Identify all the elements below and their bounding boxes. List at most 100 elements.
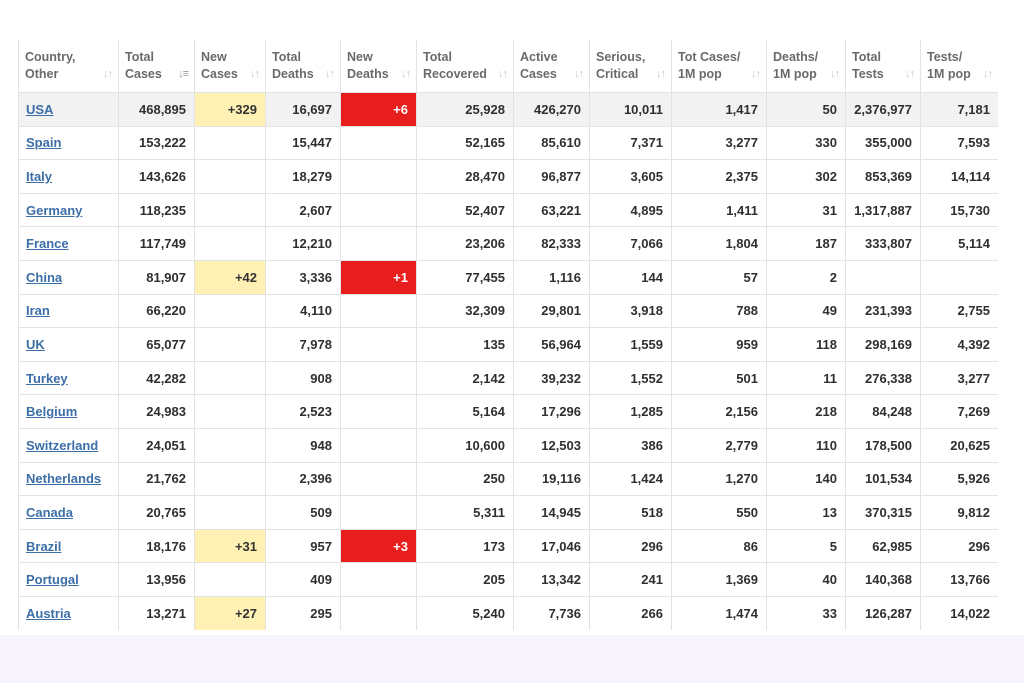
column-header-active-cases[interactable]: Active Cases ↓↑ — [513, 40, 590, 93]
country-link[interactable]: Germany — [26, 202, 83, 218]
cell-total-tests: 84,248 — [845, 394, 921, 429]
header-label-line1: Total — [852, 50, 881, 64]
cell-new-deaths — [340, 461, 417, 497]
header-label-line1: Serious, — [596, 50, 646, 64]
cell-tot-cases-per-1m: 57 — [671, 259, 767, 295]
sort-icon[interactable]: ↓↑ — [250, 68, 260, 80]
column-header-label: Total Deaths — [272, 49, 334, 83]
table-row[interactable]: Spain 153,222 15,447 52,165 85,610 7,371 3,277… — [18, 125, 998, 161]
column-header-tot-cases-per-1m[interactable]: Tot Cases/1M pop ↓↑ — [671, 40, 767, 93]
cell-tests-per-1m: 20,625 — [920, 427, 998, 463]
cell-tests-per-1m: 7,181 — [920, 92, 998, 127]
cell-tot-cases-per-1m: 86 — [671, 528, 767, 564]
table-row[interactable]: Switzerland 24,051 948 10,600 12,503 386 2,779… — [18, 427, 998, 463]
header-label-line1: New — [201, 50, 227, 64]
cell-tot-cases-per-1m: 959 — [671, 327, 767, 362]
sort-icon[interactable]: ↓↑ — [656, 68, 666, 80]
cell-country: Turkey — [18, 360, 119, 396]
cell-new-cases — [194, 125, 266, 161]
table-row[interactable]: Brazil 18,176 +31 957 +3 173 17,046 296 86 5 62,98… — [18, 528, 998, 564]
cell-total-cases: 153,222 — [118, 125, 195, 161]
cell-new-deaths — [340, 595, 417, 630]
cell-total-deaths: 948 — [265, 427, 341, 463]
sort-icon[interactable]: ↓↑ — [751, 68, 761, 80]
sort-icon[interactable]: ↓↑ — [983, 68, 993, 80]
country-link[interactable]: Netherlands — [26, 471, 102, 487]
country-link[interactable]: Italy — [26, 168, 53, 184]
column-header-new-cases[interactable]: New Cases ↓↑ — [194, 40, 266, 93]
cell-total-recovered: 250 — [416, 461, 514, 497]
cell-active-cases: 19,116 — [513, 461, 590, 497]
cell-serious-critical: 1,559 — [589, 327, 672, 362]
country-link[interactable]: China — [26, 269, 63, 285]
sort-icon[interactable]: ↓↑ — [325, 68, 335, 80]
country-link[interactable]: Belgium — [26, 404, 78, 420]
cell-tests-per-1m: 2,755 — [920, 293, 998, 329]
country-link[interactable]: Turkey — [26, 370, 68, 386]
table-row[interactable]: USA 468,895 +329 16,697 +6 25,928 426,270 10,01… — [18, 92, 998, 127]
cell-total-recovered: 2,142 — [416, 360, 514, 396]
table-row[interactable]: China 81,907 +42 3,336 +1 77,455 1,116 144 57 2 — [18, 259, 998, 295]
column-header-serious-critical[interactable]: Serious, Critical ↓↑ — [589, 40, 672, 93]
column-header-total-tests[interactable]: Total Tests ↓↑ — [845, 40, 921, 93]
cell-country: China — [18, 259, 119, 295]
column-header-country[interactable]: Country, Other ↓↑ — [18, 40, 119, 93]
cell-tot-cases-per-1m: 2,156 — [671, 394, 767, 429]
country-link[interactable]: Austria — [26, 605, 71, 621]
sort-icon[interactable]: ↓↑ — [498, 68, 508, 80]
column-header-total-cases[interactable]: Total Cases ↓≡ — [118, 40, 195, 93]
cell-total-recovered: 5,240 — [416, 595, 514, 630]
cell-new-cases — [194, 394, 266, 429]
country-link[interactable]: Canada — [26, 504, 73, 520]
table-row[interactable]: Canada 20,765 509 5,311 14,945 518 550 13 370,31… — [18, 495, 998, 530]
country-link[interactable]: UK — [26, 336, 45, 352]
country-link[interactable]: Brazil — [26, 538, 62, 554]
sort-icon[interactable]: ↓↑ — [830, 68, 840, 80]
table-row[interactable]: Iran 66,220 4,110 32,309 29,801 3,918 788 49 231… — [18, 293, 998, 329]
sort-icon[interactable]: ↓↑ — [103, 68, 113, 80]
column-header-deaths-per-1m[interactable]: Deaths/1M pop ↓↑ — [766, 40, 846, 93]
cell-deaths-per-1m: 31 — [766, 192, 846, 228]
header-label-line1: Total — [125, 50, 154, 64]
cell-total-cases: 65,077 — [118, 327, 195, 362]
cell-deaths-per-1m: 2 — [766, 259, 846, 295]
cell-serious-critical: 386 — [589, 427, 672, 463]
table-row[interactable]: Germany 118,235 2,607 52,407 63,221 4,895 1,41… — [18, 192, 998, 228]
country-link[interactable]: Iran — [26, 303, 50, 319]
table-row[interactable]: Belgium 24,983 2,523 5,164 17,296 1,285 2,156 2… — [18, 394, 998, 429]
column-header-tests-per-1m[interactable]: Tests/1M pop ↓↑ — [920, 40, 998, 93]
sort-icon[interactable]: ↓↑ — [905, 68, 915, 80]
table-row[interactable]: Italy 143,626 18,279 28,470 96,877 3,605 2,375… — [18, 159, 998, 194]
country-link[interactable]: Switzerland — [26, 437, 99, 453]
cell-active-cases: 85,610 — [513, 125, 590, 161]
cell-total-recovered: 32,309 — [416, 293, 514, 329]
table-row[interactable]: France 117,749 12,210 23,206 82,333 7,066 1,80… — [18, 226, 998, 261]
country-link[interactable]: USA — [26, 101, 54, 117]
column-header-total-recovered[interactable]: Total Recovered ↓↑ — [416, 40, 514, 93]
cell-country: Portugal — [18, 562, 119, 597]
table-row[interactable]: Turkey 42,282 908 2,142 39,232 1,552 501 11 276,… — [18, 360, 998, 396]
table-row[interactable]: Portugal 13,956 409 205 13,342 241 1,369 40 140,… — [18, 562, 998, 597]
table-row[interactable]: Austria 13,271 +27 295 5,240 7,736 266 1,474 33 1… — [18, 595, 998, 630]
cell-new-cases: +27 — [194, 595, 266, 630]
cell-new-deaths — [340, 125, 417, 161]
cell-total-recovered: 10,600 — [416, 427, 514, 463]
column-header-total-deaths[interactable]: Total Deaths ↓↑ — [265, 40, 341, 93]
cell-total-recovered: 25,928 — [416, 92, 514, 127]
cell-total-cases: 13,271 — [118, 595, 195, 630]
column-header-new-deaths[interactable]: New Deaths ↓↑ — [340, 40, 417, 93]
cell-serious-critical: 7,066 — [589, 226, 672, 261]
cell-active-cases: 56,964 — [513, 327, 590, 362]
sort-icon[interactable]: ↓↑ — [574, 68, 584, 80]
cell-new-cases — [194, 360, 266, 396]
table-row[interactable]: UK 65,077 7,978 135 56,964 1,559 959 118 298,169… — [18, 327, 998, 362]
country-link[interactable]: Spain — [26, 135, 62, 151]
cell-deaths-per-1m: 187 — [766, 226, 846, 261]
sort-desc-active-icon[interactable]: ↓≡ — [178, 68, 189, 80]
cell-tests-per-1m: 15,730 — [920, 192, 998, 228]
sort-icon[interactable]: ↓↑ — [401, 68, 411, 80]
country-link[interactable]: Portugal — [26, 572, 79, 588]
country-link[interactable]: France — [26, 236, 69, 252]
table-row[interactable]: Netherlands 21,762 2,396 250 19,116 1,424 1,27… — [18, 461, 998, 497]
cell-tests-per-1m: 5,114 — [920, 226, 998, 261]
